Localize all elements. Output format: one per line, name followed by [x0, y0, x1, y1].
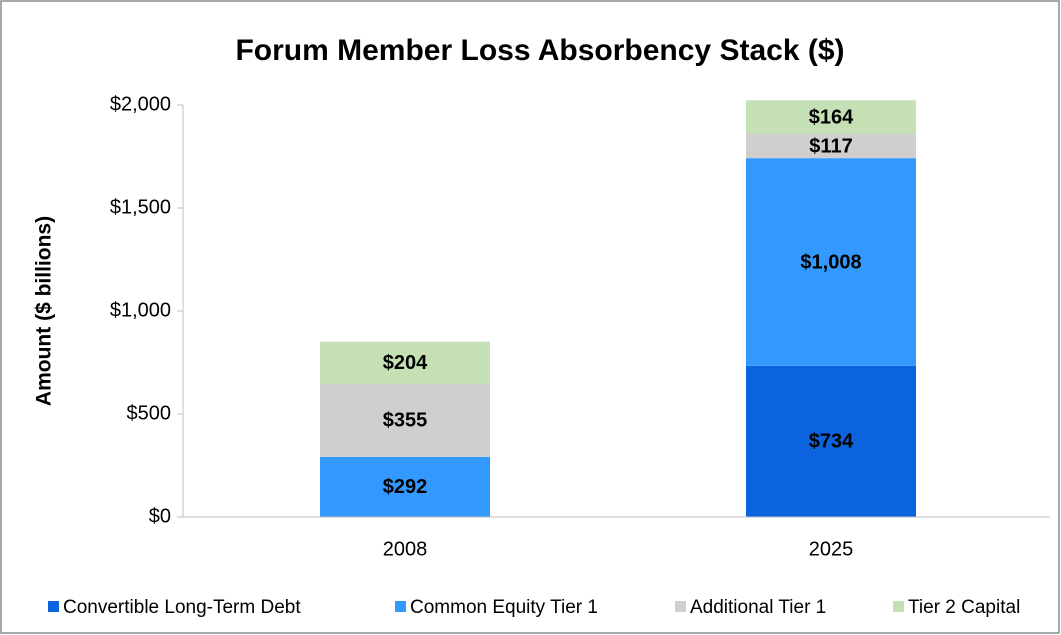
- data-label: $204: [383, 352, 428, 374]
- y-axis-label: Amount ($ billions): [33, 216, 56, 406]
- chart-title: Forum Member Loss Absorbency Stack ($): [235, 34, 844, 67]
- legend-label: Common Equity Tier 1: [410, 597, 598, 618]
- data-label: $164: [809, 106, 854, 128]
- bar-segment: [746, 158, 916, 366]
- y-tick-label: $0: [149, 505, 171, 527]
- y-tick-label: $2,000: [110, 93, 171, 115]
- legend-label: Convertible Long-Term Debt: [63, 597, 301, 618]
- bar-segment: [320, 341, 490, 384]
- bar-segment: [746, 365, 916, 517]
- legend-label: Additional Tier 1: [690, 597, 826, 618]
- data-label: $1,008: [800, 251, 861, 273]
- y-tick-label: $500: [127, 402, 172, 424]
- y-tick-label: $1,500: [110, 196, 171, 218]
- bar-segment: [746, 100, 916, 135]
- legend-label: Tier 2 Capital: [908, 597, 1020, 618]
- legend-swatch: [395, 601, 406, 612]
- x-tick-label: 2008: [383, 538, 428, 560]
- y-tick-label: $1,000: [110, 299, 171, 321]
- x-tick-label: 2025: [809, 538, 854, 560]
- data-label: $117: [809, 135, 852, 157]
- data-label: $734: [809, 431, 854, 453]
- bar-segment: [320, 456, 490, 517]
- legend-swatch: [48, 601, 59, 612]
- legend-swatch: [893, 601, 904, 612]
- legend-swatch: [675, 601, 686, 612]
- data-label: $292: [383, 476, 428, 498]
- bar-segment: [320, 383, 490, 457]
- data-label: $355: [383, 410, 428, 432]
- bar-segment: [746, 134, 916, 159]
